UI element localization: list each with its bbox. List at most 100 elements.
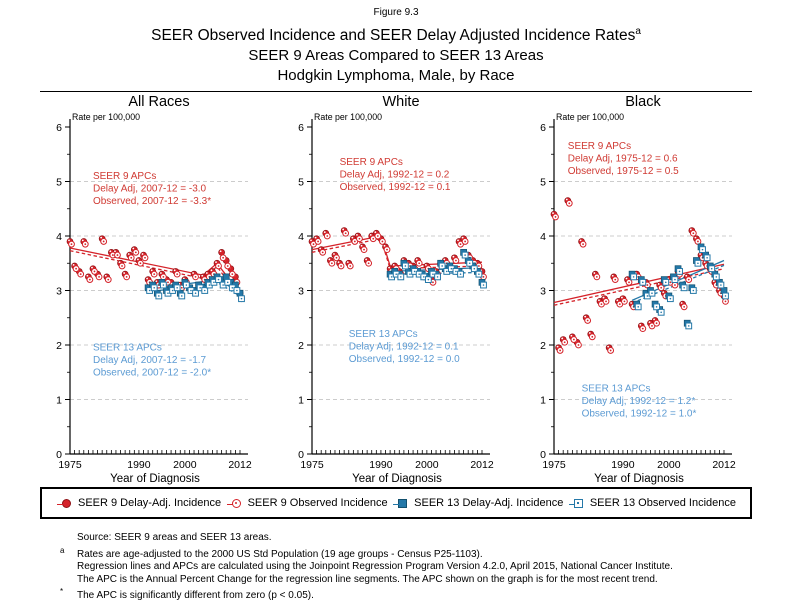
svg-text:2000: 2000 <box>173 459 197 471</box>
svg-text:1990: 1990 <box>127 459 151 471</box>
seer13-apc-annotation: SEER 13 APCs Delay Adj, 2007-12 = -1.7 Obs… <box>93 343 211 379</box>
svg-text:6: 6 <box>540 122 546 134</box>
legend: SEER 9 Delay-Adj. Incidence SEER 9 Obser… <box>40 487 752 520</box>
svg-text:3: 3 <box>540 285 546 297</box>
legend-item-seer13-observed: SEER 13 Observed Incidence <box>568 497 736 510</box>
axes: 0 1 2 3 4 5 6 1975 1990 2000 2012 <box>540 119 736 471</box>
title-footnote-marker: a <box>635 26 641 37</box>
svg-text:4: 4 <box>540 231 546 243</box>
svg-text:Year of Diagnosis: Year of Diagnosis <box>594 473 684 485</box>
legend-item-seer9-delay: SEER 9 Delay-Adj. Incidence <box>57 497 222 510</box>
svg-text:1975: 1975 <box>542 459 566 471</box>
svg-text:1990: 1990 <box>611 459 635 471</box>
svg-text:4: 4 <box>56 231 62 243</box>
subtitle-areas: SEER 9 Areas Compared to SEER 13 Areas <box>248 47 544 65</box>
seer9-apc-annotation: SEER 9 APCs Delay Adj, 2007-12 = -3.0 Obse… <box>93 171 211 207</box>
chart-black: 0 1 2 3 4 5 6 1975 1990 2000 2012 Rate per 100,000 Y… <box>540 112 736 485</box>
footnote-regression: Regression lines and APCs are calculated… <box>60 561 792 574</box>
title-text: SEER Observed Incidence and SEER Delay A… <box>151 27 636 45</box>
panel-white: White 0 1 2 3 4 5 6 1975 1990 2000 2012 Rate per 10… <box>278 94 514 485</box>
axes: 0 1 2 3 4 5 6 1975 1990 2000 2012 <box>298 119 494 471</box>
footnotes: Source: SEER 9 areas and SEER 13 areas. … <box>60 532 792 603</box>
gridlines <box>70 181 248 401</box>
legend-item-seer13-delay: SEER 13 Delay-Adj. Incidence <box>393 497 564 510</box>
svg-text:2012: 2012 <box>228 459 252 471</box>
svg-text:2012: 2012 <box>470 459 494 471</box>
gridlines <box>554 181 732 401</box>
svg-text:1: 1 <box>56 394 62 406</box>
charts-row: All Races 0 1 2 3 4 5 6 1975 1990 2000 2012 Rate pe… <box>0 92 792 485</box>
footnote-apc: The APC is the Annual Percent Change for… <box>60 574 792 587</box>
svg-text:3: 3 <box>56 285 62 297</box>
panel-title-white: White <box>382 94 420 111</box>
seer9-apc-annotation: SEER 9 APCs Delay Adj, 1992-12 = 0.2 Obser… <box>340 157 451 193</box>
panel-title-black: Black <box>625 94 661 111</box>
footnote-text: Regression lines and APCs are calculated… <box>77 561 673 573</box>
svg-text:1975: 1975 <box>300 459 324 471</box>
legend-label: SEER 13 Delay-Adj. Incidence <box>414 497 564 510</box>
page-title: SEER Observed Incidence and SEER Delay A… <box>0 22 792 46</box>
footnote-a: a Rates are age-adjusted to the 2000 US S… <box>60 545 792 562</box>
footnote-text: Source: SEER 9 areas and SEER 13 areas. <box>77 532 272 544</box>
svg-text:Rate per 100,000: Rate per 100,000 <box>72 112 140 122</box>
svg-text:1: 1 <box>298 394 304 406</box>
seer13-apc-annotation: SEER 13 APCs Delay Adj, 1992-12 = 0.1 Obse… <box>349 329 460 365</box>
axis-titles: Rate per 100,000 Year of Diagnosis <box>314 112 442 485</box>
footnote-marker: a <box>60 545 65 555</box>
svg-text:6: 6 <box>298 122 304 134</box>
svg-text:5: 5 <box>56 176 62 188</box>
svg-text:Year of Diagnosis: Year of Diagnosis <box>352 473 442 485</box>
figure-label: Figure 9.3 <box>373 7 419 18</box>
svg-text:6: 6 <box>56 122 62 134</box>
footnote-marker: * <box>60 587 64 597</box>
divider <box>40 91 752 93</box>
chart-all-races: 0 1 2 3 4 5 6 1975 1990 2000 2012 Rate per 100,000 Y… <box>56 112 252 485</box>
svg-text:3: 3 <box>298 285 304 297</box>
filled-circle-icon <box>57 498 71 508</box>
svg-text:1975: 1975 <box>58 459 82 471</box>
subtitle-site: Hodgkin Lymphoma, Male, by Race <box>277 67 515 85</box>
seer13-apc-annotation: SEER 13 APCs Delay Adj, 1992-12 = 1.2* Obs… <box>582 383 697 419</box>
footnote-source: Source: SEER 9 areas and SEER 13 areas. <box>60 532 792 545</box>
svg-text:Rate per 100,000: Rate per 100,000 <box>314 112 382 122</box>
axis-titles: Rate per 100,000 Year of Diagnosis <box>72 112 200 485</box>
svg-text:2: 2 <box>56 340 62 352</box>
header: Figure 9.3 SEER Observed Incidence and S… <box>0 0 792 86</box>
svg-text:2: 2 <box>298 340 304 352</box>
chart-white: 0 1 2 3 4 5 6 1975 1990 2000 2012 Rate per 100,000 Y… <box>298 112 494 485</box>
footnote-significance: * The APC is significantly different from… <box>60 586 792 603</box>
seer13-observed-points <box>388 251 487 289</box>
svg-text:Rate per 100,000: Rate per 100,000 <box>556 112 624 122</box>
svg-text:1990: 1990 <box>369 459 393 471</box>
legend-label: SEER 9 Observed Incidence <box>247 497 388 510</box>
seer9-apc-annotation: SEER 9 APCs Delay Adj, 1975-12 = 0.6 Obser… <box>568 141 679 177</box>
panel-black: Black 0 1 2 3 4 5 6 1975 1990 2000 2012 Rate per 10… <box>520 94 756 485</box>
svg-text:Year of Diagnosis: Year of Diagnosis <box>110 473 200 485</box>
legend-label: SEER 9 Delay-Adj. Incidence <box>78 497 222 510</box>
gridlines <box>312 181 490 401</box>
legend-label: SEER 13 Observed Incidence <box>589 497 736 510</box>
svg-text:2012: 2012 <box>712 459 736 471</box>
open-circle-icon <box>226 498 241 508</box>
seer13-observed-points <box>146 276 245 303</box>
footnote-text: The APC is the Annual Percent Change for… <box>77 573 658 585</box>
panel-title-all-races: All Races <box>128 94 190 111</box>
svg-text:5: 5 <box>298 176 304 188</box>
axis-titles: Rate per 100,000 Year of Diagnosis <box>556 112 684 485</box>
svg-text:2000: 2000 <box>415 459 439 471</box>
svg-text:5: 5 <box>540 176 546 188</box>
svg-text:0: 0 <box>298 449 304 461</box>
svg-text:1: 1 <box>540 394 546 406</box>
svg-text:4: 4 <box>298 231 304 243</box>
open-square-icon <box>568 498 583 508</box>
panel-all-races: All Races 0 1 2 3 4 5 6 1975 1990 2000 2012 Rate pe… <box>36 94 272 485</box>
svg-text:0: 0 <box>540 449 546 461</box>
footnote-text: The APC is significantly different from … <box>77 590 314 602</box>
svg-text:2000: 2000 <box>657 459 681 471</box>
